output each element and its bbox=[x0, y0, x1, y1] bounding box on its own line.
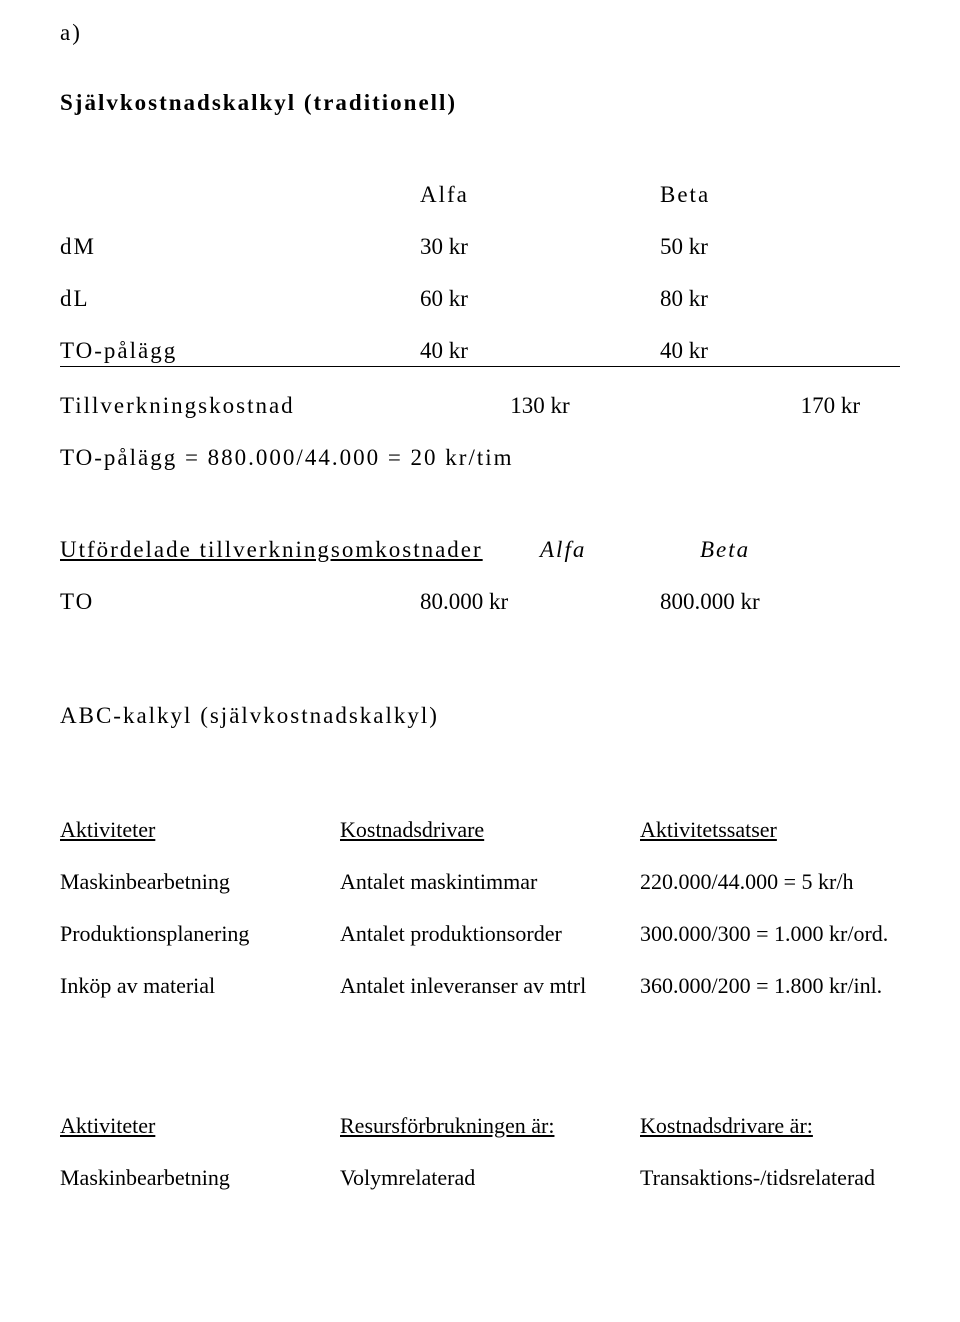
utford-beta: Beta bbox=[700, 537, 860, 563]
row-abc-header: Aktiviteter Kostnadsdrivare Aktivitetssa… bbox=[60, 817, 900, 843]
val-to-alfa: 40 kr bbox=[420, 338, 660, 364]
h-aktivitetssatser: Aktivitetssatser bbox=[640, 817, 900, 843]
label-tillv: Tillverkningskostnad bbox=[60, 393, 420, 419]
row-tillverkningskostnad: Tillverkningskostnad 130 kr 170 kr bbox=[60, 393, 900, 419]
label-dl: dL bbox=[60, 286, 420, 312]
h-kostnadsdrivare: Kostnadsdrivare bbox=[340, 817, 640, 843]
drv-mask: Antalet maskintimmar bbox=[340, 869, 640, 895]
h-kdrivare: Kostnadsdrivare är: bbox=[640, 1113, 900, 1139]
header-row-1: Alfa Beta bbox=[60, 182, 900, 208]
label-to2: TO bbox=[60, 589, 420, 615]
lbl-mask2: Maskinbearbetning bbox=[60, 1165, 340, 1191]
row-produktionsplanering: Produktionsplanering Antalet produktions… bbox=[60, 921, 900, 947]
sats-ink: 360.000/200 = 1.800 kr/inl. bbox=[640, 973, 900, 999]
lbl-ink: Inköp av material bbox=[60, 973, 340, 999]
sats-prod: 300.000/300 = 1.000 kr/ord. bbox=[640, 921, 900, 947]
to-formula: TO-pålägg = 880.000/44.000 = 20 kr/tim bbox=[60, 445, 900, 471]
res-mask2: Volymrelaterad bbox=[340, 1165, 640, 1191]
row-abc-header-2: Aktiviteter Resursförbrukningen är: Kost… bbox=[60, 1113, 900, 1139]
kdr-mask2: Transaktions-/tidsrelaterad bbox=[640, 1165, 900, 1191]
row-dm: dM 30 kr 50 kr bbox=[60, 234, 900, 260]
label-to-palagg: TO-pålägg bbox=[60, 338, 420, 364]
label-dm: dM bbox=[60, 234, 420, 260]
section-a-label: a) bbox=[60, 20, 900, 46]
val-dm-beta: 50 kr bbox=[660, 234, 860, 260]
row-to-palagg: TO-pålägg 40 kr 40 kr bbox=[60, 338, 900, 367]
val-tillv-beta: 170 kr bbox=[660, 393, 860, 419]
val-to2-beta: 800.000 kr bbox=[660, 589, 860, 615]
row-to2: TO 80.000 kr 800.000 kr bbox=[60, 589, 900, 615]
h-aktiviteter: Aktiviteter bbox=[60, 817, 340, 843]
h-aktiviteter-2: Aktiviteter bbox=[60, 1113, 340, 1139]
header-alfa: Alfa bbox=[420, 182, 660, 208]
val-dm-alfa: 30 kr bbox=[420, 234, 660, 260]
title-abc: ABC-kalkyl (självkostnadskalkyl) bbox=[60, 703, 900, 729]
page: a) Självkostnadskalkyl (traditionell) Al… bbox=[0, 0, 960, 1322]
title-traditional: Självkostnadskalkyl (traditionell) bbox=[60, 90, 900, 116]
val-to2-alfa: 80.000 kr bbox=[420, 589, 660, 615]
utford-alfa: Alfa bbox=[540, 537, 700, 563]
drv-ink: Antalet inleveranser av mtrl bbox=[340, 973, 640, 999]
label-utford: Utfördelade tillverkningsomkostnader bbox=[60, 537, 540, 563]
lbl-prod: Produktionsplanering bbox=[60, 921, 340, 947]
val-dl-beta: 80 kr bbox=[660, 286, 860, 312]
h-resurs: Resursförbrukningen är: bbox=[340, 1113, 640, 1139]
row-maskinbearbetning-2: Maskinbearbetning Volymrelaterad Transak… bbox=[60, 1165, 900, 1191]
header-beta: Beta bbox=[660, 182, 860, 208]
drv-prod: Antalet produktionsorder bbox=[340, 921, 640, 947]
row-dl: dL 60 kr 80 kr bbox=[60, 286, 900, 312]
row-inkop: Inköp av material Antalet inleveranser a… bbox=[60, 973, 900, 999]
sats-mask: 220.000/44.000 = 5 kr/h bbox=[640, 869, 900, 895]
val-tillv-alfa: 130 kr bbox=[420, 393, 660, 419]
val-dl-alfa: 60 kr bbox=[420, 286, 660, 312]
lbl-mask: Maskinbearbetning bbox=[60, 869, 340, 895]
val-to-beta: 40 kr bbox=[660, 338, 860, 364]
row-maskinbearbetning: Maskinbearbetning Antalet maskintimmar 2… bbox=[60, 869, 900, 895]
row-utford-header: Utfördelade tillverkningsomkostnader Alf… bbox=[60, 537, 900, 563]
